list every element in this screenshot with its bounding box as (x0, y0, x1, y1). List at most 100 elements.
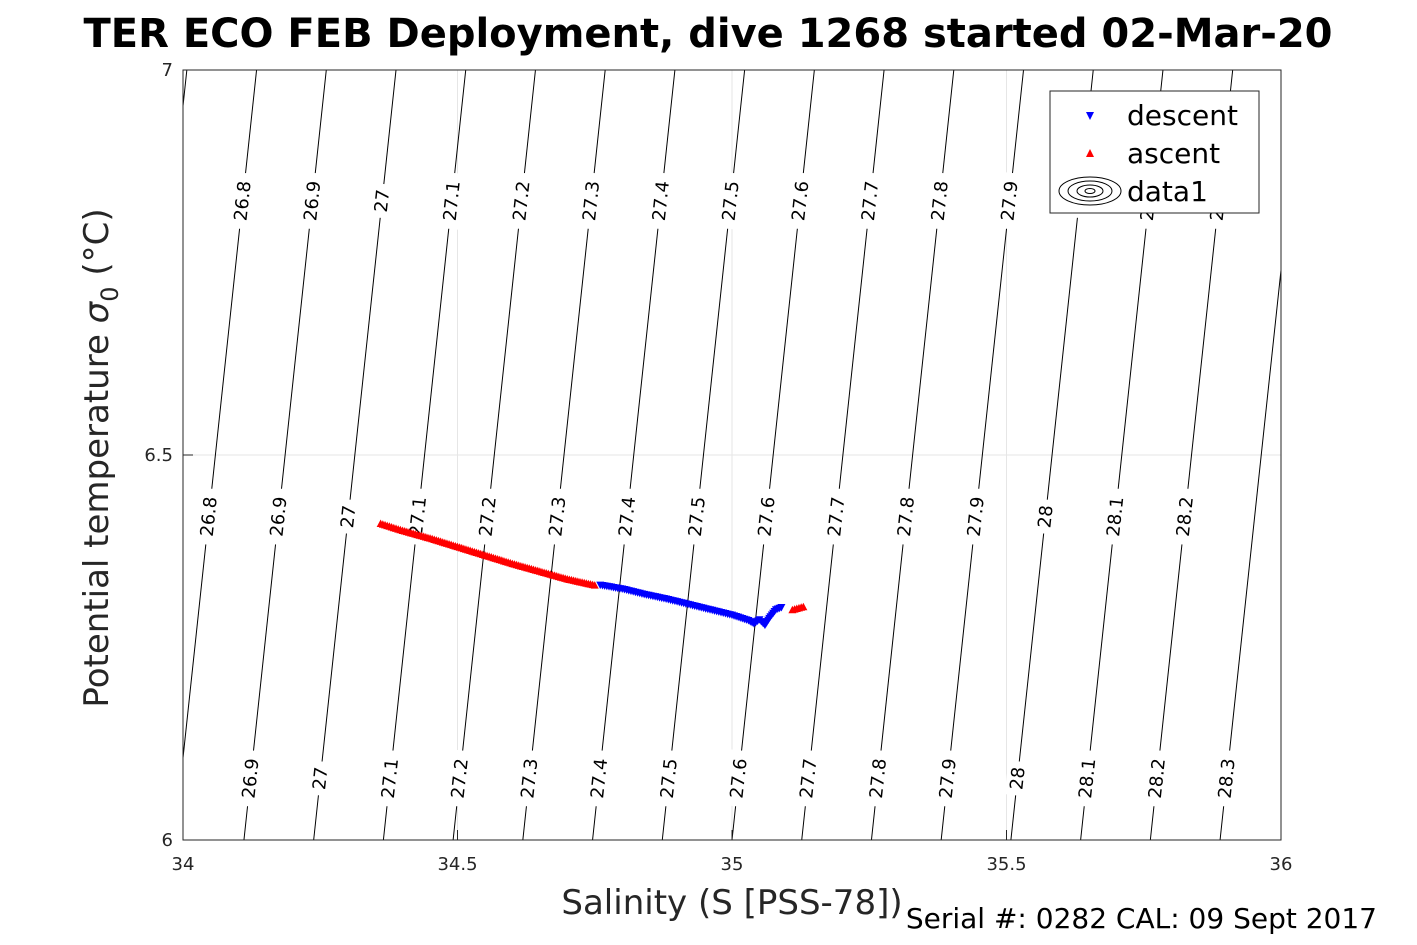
contour-label: 28.1 (1073, 749, 1102, 808)
contour-label: 28.1 (1101, 487, 1130, 546)
contour-label-text: 28.1 (1075, 757, 1100, 799)
contour-label-text: 27.9 (964, 496, 989, 538)
contour-label: 27.7 (794, 749, 823, 808)
contour-label-bg (786, 171, 815, 230)
contour-label: 27.3 (543, 487, 572, 546)
contour-label-bg (507, 171, 536, 230)
contour-label: 27.2 (445, 749, 474, 808)
contour-label-bg (577, 171, 606, 230)
contour-label: 26.9 (264, 487, 293, 546)
y-tick-label: 6.5 (144, 445, 173, 466)
contour-label-text: 27.5 (719, 180, 744, 222)
ascent-series (376, 519, 808, 614)
contour-label-text: 27.5 (685, 496, 710, 538)
contour-label: 27.6 (724, 749, 753, 808)
contour-label: 27.2 (473, 487, 502, 546)
contour-label-bg (864, 749, 892, 808)
contour-label-text: 28 (1006, 766, 1029, 791)
contour-label-bg (1143, 749, 1171, 808)
y-axis-label-sub: 0 (96, 286, 124, 301)
contour-label: 27.4 (646, 171, 675, 230)
contour-label: 27.1 (437, 171, 466, 230)
contour-label-bg (752, 487, 781, 546)
contour-label-bg (236, 749, 265, 808)
contour-label: 27.2 (507, 171, 536, 230)
legend-box (1049, 90, 1260, 214)
contour-label-text: 27 (371, 188, 394, 213)
contour-label-text: 27.8 (866, 757, 891, 799)
contour-label: 28.2 (1143, 749, 1171, 808)
contour-label: 27.6 (752, 487, 781, 546)
x-tick-label: 35.5 (986, 854, 1026, 875)
contour-label-bg (473, 487, 502, 546)
contour-label-bg (646, 171, 675, 230)
legend-ascent-label: ascent (1127, 137, 1220, 170)
contour-label-text: 27.6 (755, 496, 780, 538)
legend-contour-icon (1058, 176, 1122, 206)
contour-label-text: 27.3 (517, 757, 542, 799)
legend-ascent-marker (1086, 149, 1094, 157)
ascent-marker (799, 602, 808, 611)
contour-label: 27.6 (786, 171, 815, 230)
contour-label: 27.5 (654, 749, 683, 808)
contour-label-bg (1073, 749, 1102, 808)
contour-label: 27.1 (376, 749, 404, 808)
contour-label-bg (682, 487, 711, 546)
contour-label: 26.9 (298, 171, 327, 230)
contour-label-bg (716, 171, 745, 230)
x-axis-label: Salinity (S [PSS-78]) (561, 883, 902, 923)
data-markers (376, 519, 808, 630)
contour-label: 28.2 (1171, 487, 1199, 546)
y-axis-ticks: 66.57 (144, 60, 193, 851)
contour-label-text: 27.3 (545, 496, 570, 538)
y-tick-label: 7 (162, 60, 173, 81)
contour-label-bg (543, 487, 572, 546)
contour-label-bg (515, 749, 544, 808)
y-axis-label-sigma: σ (77, 300, 117, 323)
contour-label-text: 27.8 (928, 180, 953, 222)
contour-label-text: 27 (309, 766, 332, 791)
contour-label-text: 26.8 (230, 180, 255, 222)
y-axis-label-unit: (°C) (77, 208, 117, 286)
contour-label-text: 27 (337, 504, 360, 529)
legend-data1-label: data1 (1127, 175, 1208, 208)
contour-label-bg (961, 487, 990, 546)
contour-label-text: 27.7 (824, 496, 849, 538)
contour-label: 27 (369, 182, 395, 219)
chart-title: TER ECO FEB Deployment, dive 1268 starte… (83, 11, 1332, 57)
contour-label-bg (724, 749, 753, 808)
contour-label-text: 27.2 (509, 180, 534, 222)
contour-label-bg (654, 749, 683, 808)
contour-label-text: 27.6 (788, 180, 813, 222)
y-axis-label-main: Potential temperature (77, 323, 117, 707)
contour-label-bg (437, 171, 466, 230)
contour-label: 27 (335, 498, 361, 535)
contour-label: 27.4 (585, 749, 614, 808)
legend-descent-label: descent (1127, 99, 1238, 132)
contour-label-bg (1212, 749, 1241, 808)
x-tick-label: 34 (172, 854, 195, 875)
contour-label: 27.9 (961, 487, 990, 546)
contour-label-text: 27.8 (894, 496, 919, 538)
contour-label: 28.3 (1212, 749, 1241, 808)
contour-label-text: 27.6 (727, 757, 752, 799)
contour-label: 27.3 (577, 171, 606, 230)
contour-label-text: 27.9 (936, 757, 961, 799)
contour-label: 27.7 (822, 487, 851, 546)
contour-label-text: 27.4 (587, 757, 612, 799)
contour-label: 26.8 (228, 171, 257, 230)
contour-label-text: 26.9 (300, 180, 325, 222)
contour-label: 26.8 (194, 487, 223, 546)
y-axis-label: Potential temperature σ0 (°C) (77, 208, 124, 707)
contour-label-text: 28.2 (1145, 757, 1170, 799)
x-tick-label: 34.5 (437, 854, 477, 875)
footer-serial-cal: Serial #: 0282 CAL: 09 Sept 2017 (906, 902, 1377, 935)
contour-label: 27.7 (856, 171, 884, 230)
contour-label-bg (585, 749, 614, 808)
contour-label-bg (194, 487, 223, 546)
contour-label-bg (1032, 498, 1059, 535)
contour-label-bg (369, 182, 395, 219)
contour-label-text: 28.2 (1173, 496, 1198, 538)
contour-label-text: 27.5 (657, 757, 682, 799)
contour-label-text: 27.4 (649, 180, 674, 222)
